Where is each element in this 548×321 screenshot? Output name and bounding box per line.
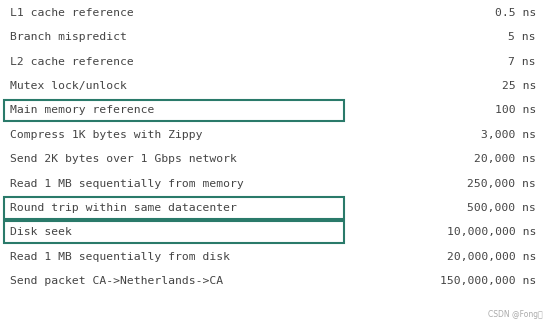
Text: Read 1 MB sequentially from memory: Read 1 MB sequentially from memory bbox=[10, 178, 244, 189]
Text: 20,000,000 ns: 20,000,000 ns bbox=[447, 252, 536, 262]
Text: Disk seek: Disk seek bbox=[10, 227, 72, 238]
Text: 5 ns: 5 ns bbox=[509, 32, 536, 42]
Text: Branch mispredict: Branch mispredict bbox=[10, 32, 127, 42]
Text: CSDN @Fong灵: CSDN @Fong灵 bbox=[488, 310, 543, 319]
Text: Main memory reference: Main memory reference bbox=[10, 105, 154, 116]
Text: Compress 1K bytes with Zippy: Compress 1K bytes with Zippy bbox=[10, 130, 202, 140]
Text: 150,000,000 ns: 150,000,000 ns bbox=[439, 276, 536, 286]
Text: 0.5 ns: 0.5 ns bbox=[495, 8, 536, 18]
Text: 10,000,000 ns: 10,000,000 ns bbox=[447, 227, 536, 238]
Text: Send 2K bytes over 1 Gbps network: Send 2K bytes over 1 Gbps network bbox=[10, 154, 237, 164]
Text: Mutex lock/unlock: Mutex lock/unlock bbox=[10, 81, 127, 91]
Text: 100 ns: 100 ns bbox=[495, 105, 536, 116]
Text: 7 ns: 7 ns bbox=[509, 56, 536, 67]
Text: Read 1 MB sequentially from disk: Read 1 MB sequentially from disk bbox=[10, 252, 230, 262]
Text: L2 cache reference: L2 cache reference bbox=[10, 56, 134, 67]
FancyBboxPatch shape bbox=[4, 100, 344, 121]
Text: 500,000 ns: 500,000 ns bbox=[467, 203, 536, 213]
FancyBboxPatch shape bbox=[4, 197, 344, 219]
Text: L1 cache reference: L1 cache reference bbox=[10, 8, 134, 18]
FancyBboxPatch shape bbox=[4, 221, 344, 243]
Text: 25 ns: 25 ns bbox=[501, 81, 536, 91]
Text: Send packet CA->Netherlands->CA: Send packet CA->Netherlands->CA bbox=[10, 276, 223, 286]
Text: 20,000 ns: 20,000 ns bbox=[474, 154, 536, 164]
Text: 3,000 ns: 3,000 ns bbox=[481, 130, 536, 140]
Text: Round trip within same datacenter: Round trip within same datacenter bbox=[10, 203, 237, 213]
Text: 250,000 ns: 250,000 ns bbox=[467, 178, 536, 189]
